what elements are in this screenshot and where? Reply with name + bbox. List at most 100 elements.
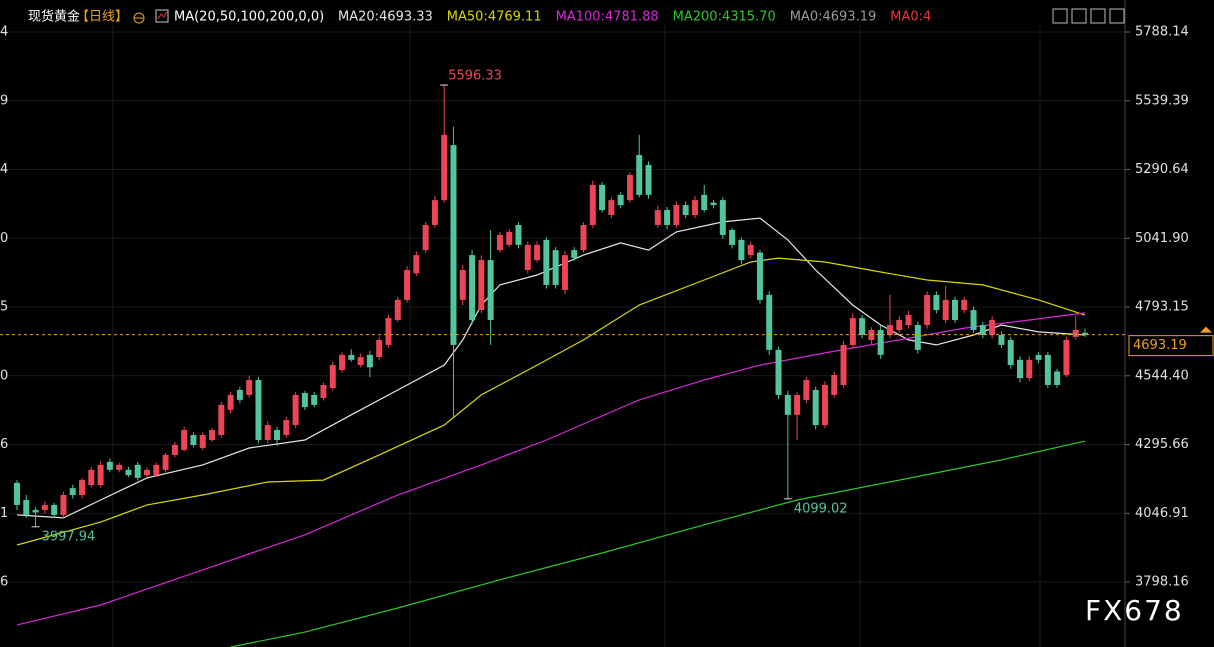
candle-body	[961, 299, 968, 311]
left-tick-label: 4	[0, 25, 8, 40]
candle-body	[636, 155, 643, 195]
candle-body	[385, 318, 392, 345]
candle-body	[794, 394, 801, 415]
icon[interactable]	[155, 9, 169, 23]
candle-body	[106, 461, 113, 470]
candle-body	[580, 224, 587, 251]
vertical-grid	[112, 25, 1041, 647]
candle-body	[664, 210, 671, 225]
icon	[157, 11, 168, 20]
candle-body	[608, 200, 615, 216]
y-tick-label: 3798.16	[1135, 575, 1189, 590]
candle-body	[227, 394, 234, 410]
legend-entry: MA200:4315.70	[673, 10, 776, 25]
candle-body	[1054, 371, 1061, 385]
candle-body	[747, 244, 754, 256]
candle-body	[766, 294, 773, 350]
candle-body	[209, 430, 216, 440]
candle-body	[571, 250, 578, 258]
candle-body	[255, 380, 262, 440]
y-tick-label: 5539.39	[1135, 93, 1189, 108]
candle-body	[478, 260, 485, 311]
candle-body	[951, 299, 958, 321]
candle-body	[1035, 354, 1042, 360]
candle-body	[979, 325, 986, 335]
legend-entry: MA100:4781.88	[556, 10, 659, 25]
candle-body	[264, 425, 271, 440]
candle-body	[366, 354, 373, 368]
candle-body	[701, 194, 708, 211]
candle-body	[877, 329, 884, 355]
high-label: 5596.33	[448, 69, 502, 84]
candle-body	[1016, 359, 1023, 379]
candle-body	[79, 480, 86, 495]
candle-body	[599, 184, 606, 211]
candle-body	[886, 325, 893, 335]
candle-body	[404, 270, 411, 300]
candle-body	[524, 244, 531, 271]
candle-body	[905, 315, 912, 326]
candle-body	[274, 430, 281, 440]
candle-body	[933, 294, 940, 311]
left-tick-label: 4	[0, 162, 8, 177]
left-tick-label: 6	[0, 575, 8, 590]
candle-body	[849, 318, 856, 345]
candle-body	[840, 344, 847, 385]
candle-body	[756, 252, 763, 300]
candle-body	[41, 504, 48, 510]
left-tick-label: 0	[0, 231, 8, 246]
candle-body	[23, 499, 30, 515]
candle-body	[1063, 339, 1070, 376]
y-tick-label: 4793.15	[1135, 300, 1189, 315]
candle-body	[506, 231, 513, 245]
symbol: 现货黄金	[28, 9, 80, 25]
candle-body	[450, 145, 457, 345]
candle-body	[459, 270, 466, 300]
candle-body	[422, 224, 429, 251]
header-label: MA0:4693.19	[790, 10, 877, 25]
y-tick-label: 5290.64	[1135, 162, 1189, 177]
left-tick-label: 1	[0, 506, 8, 521]
ma-params: MA(20,50,100,200,0,0)	[174, 10, 324, 25]
tool-button[interactable]	[1071, 8, 1087, 24]
candle-body	[561, 255, 568, 290]
legend-entry: MA20:4693.33	[338, 10, 433, 25]
candle-body	[69, 488, 76, 495]
plot	[0, 31, 1125, 647]
ma-line	[16, 312, 1086, 626]
candle-body	[348, 354, 355, 360]
tool-button[interactable]	[1109, 8, 1125, 24]
tool-button[interactable]	[1090, 8, 1106, 24]
candle-body	[1044, 354, 1051, 385]
candle-body	[654, 210, 661, 225]
toolbar	[1052, 8, 1125, 24]
candle-body	[32, 509, 39, 513]
candle-body	[218, 404, 225, 436]
y-tick-label: 5041.90	[1135, 231, 1189, 246]
last-price-box	[1128, 335, 1214, 357]
candle-body	[60, 494, 67, 515]
candle-body	[515, 224, 522, 245]
candle-body	[924, 294, 931, 326]
candle-body	[729, 229, 736, 245]
candle-body	[413, 255, 420, 274]
last-price-arrow	[1200, 326, 1212, 333]
left-tick-label: 0	[0, 368, 8, 383]
candle-body	[181, 430, 188, 450]
left-tick-label: 6	[0, 437, 8, 452]
candle-body	[1026, 359, 1033, 379]
candle-body	[116, 464, 123, 470]
candle-body	[311, 394, 318, 405]
candle-body	[144, 469, 151, 476]
ma-line	[230, 440, 1086, 647]
tool-button[interactable]	[1052, 8, 1068, 24]
candle-body	[283, 420, 290, 436]
candle-body	[775, 349, 782, 395]
last-price-label: 4693.19	[1133, 338, 1187, 353]
candle-body	[534, 244, 541, 261]
candle-body	[914, 325, 921, 350]
low-label: 3997.94	[42, 529, 96, 544]
candle-body	[691, 200, 698, 216]
